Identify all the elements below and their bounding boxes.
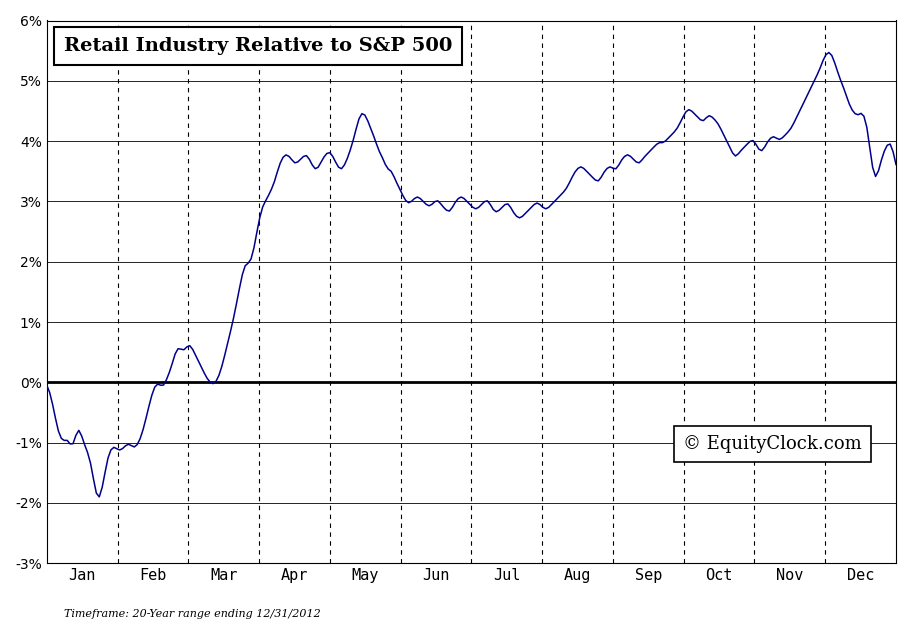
Text: Timeframe: 20-Year range ending 12/31/2012: Timeframe: 20-Year range ending 12/31/20… (64, 609, 321, 619)
Text: Retail Industry Relative to S&P 500: Retail Industry Relative to S&P 500 (64, 37, 452, 55)
Text: © EquityClock.com: © EquityClock.com (683, 435, 862, 453)
